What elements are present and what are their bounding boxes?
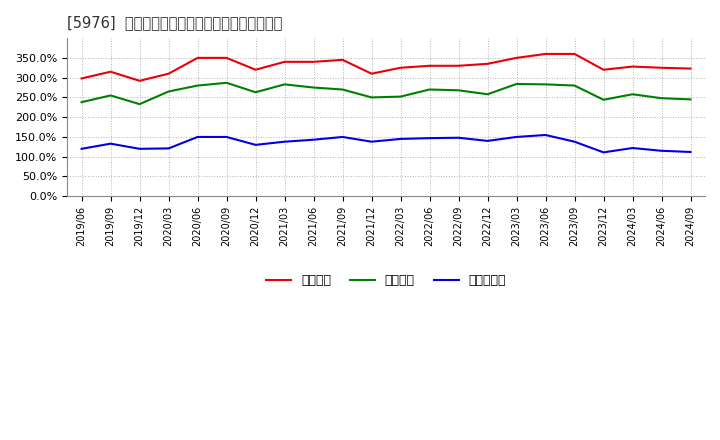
現預金比率 (512, 134, 521, 139)
流動比率 (628, 64, 636, 69)
現預金比率 (164, 146, 173, 151)
流動比率 (193, 55, 202, 61)
当座比率 (222, 80, 231, 85)
現預金比率 (367, 139, 376, 144)
当座比率 (599, 97, 608, 103)
現預金比率 (309, 137, 318, 143)
当座比率 (338, 87, 347, 92)
流動比率 (135, 78, 144, 84)
流動比率 (570, 51, 579, 57)
Text: [5976]  流動比率、当座比率、現預金比率の推移: [5976] 流動比率、当座比率、現預金比率の推移 (67, 15, 282, 30)
流動比率 (251, 67, 260, 72)
当座比率 (512, 81, 521, 87)
現預金比率 (483, 138, 492, 143)
当座比率 (309, 85, 318, 90)
当座比率 (164, 89, 173, 94)
Line: 現預金比率: 現預金比率 (81, 135, 690, 152)
流動比率 (396, 65, 405, 70)
当座比率 (77, 99, 86, 105)
当座比率 (483, 92, 492, 97)
現預金比率 (396, 136, 405, 142)
現預金比率 (599, 150, 608, 155)
流動比率 (338, 57, 347, 62)
当座比率 (657, 95, 666, 101)
Line: 流動比率: 流動比率 (81, 54, 690, 81)
当座比率 (135, 102, 144, 107)
流動比率 (512, 55, 521, 61)
当座比率 (396, 94, 405, 99)
現預金比率 (77, 146, 86, 151)
流動比率 (309, 59, 318, 65)
流動比率 (599, 67, 608, 72)
当座比率 (454, 88, 463, 93)
当座比率 (426, 87, 434, 92)
当座比率 (367, 95, 376, 100)
当座比率 (570, 83, 579, 88)
Legend: 流動比率, 当座比率, 現預金比率: 流動比率, 当座比率, 現預金比率 (261, 269, 511, 292)
流動比率 (107, 69, 115, 74)
現預金比率 (541, 132, 550, 138)
現預金比率 (657, 148, 666, 154)
現預金比率 (193, 134, 202, 139)
現預金比率 (135, 146, 144, 151)
現預金比率 (222, 134, 231, 139)
現預金比率 (280, 139, 289, 144)
当座比率 (541, 82, 550, 87)
当座比率 (193, 83, 202, 88)
流動比率 (222, 55, 231, 61)
流動比率 (164, 71, 173, 76)
現預金比率 (454, 135, 463, 140)
流動比率 (77, 76, 86, 81)
流動比率 (483, 61, 492, 66)
現預金比率 (426, 136, 434, 141)
現預金比率 (251, 142, 260, 147)
当座比率 (251, 90, 260, 95)
現預金比率 (686, 149, 695, 154)
流動比率 (454, 63, 463, 69)
流動比率 (686, 66, 695, 71)
現預金比率 (570, 139, 579, 144)
流動比率 (541, 51, 550, 57)
流動比率 (426, 63, 434, 69)
当座比率 (628, 92, 636, 97)
現預金比率 (107, 141, 115, 147)
現預金比率 (628, 145, 636, 150)
当座比率 (686, 97, 695, 102)
当座比率 (280, 82, 289, 87)
Line: 当座比率: 当座比率 (81, 83, 690, 104)
流動比率 (657, 65, 666, 70)
流動比率 (367, 71, 376, 76)
現預金比率 (338, 134, 347, 139)
当座比率 (107, 93, 115, 98)
流動比率 (280, 59, 289, 65)
